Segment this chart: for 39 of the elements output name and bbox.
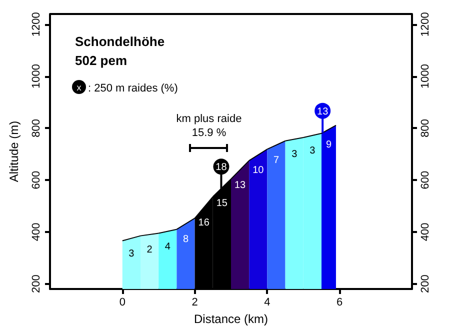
- y-axis-title: Altitude (m): [7, 120, 21, 182]
- y-tick-label: 200: [30, 274, 42, 293]
- annotation: 9: [326, 139, 332, 150]
- annotation: 15: [216, 198, 228, 209]
- y-tick-label: 800: [30, 118, 42, 138]
- x-axis-title: Distance (km): [194, 312, 268, 326]
- annotation: 7: [273, 155, 280, 166]
- x-tick-label: 2: [192, 296, 198, 308]
- x-tick-label: 4: [264, 296, 270, 308]
- x-tick-label: 0: [119, 296, 126, 308]
- y2-tick-label: 1200: [420, 12, 432, 37]
- y-tick-label: 1200: [30, 12, 42, 37]
- annotation: 13: [317, 106, 329, 118]
- y-tick-label: 600: [30, 170, 42, 190]
- x-tick-label: 6: [336, 296, 343, 308]
- annotation: 3: [128, 248, 135, 260]
- y2-tick-label: 400: [420, 222, 432, 242]
- text: 502 pem: [75, 53, 128, 68]
- annotation: 8: [182, 234, 189, 245]
- annotation: 4: [164, 241, 171, 252]
- annotation: 15.9 %: [192, 127, 226, 139]
- y2-tick-label: 600: [420, 170, 432, 190]
- annotation: 2: [146, 244, 153, 256]
- annotation: 3: [310, 145, 316, 156]
- y-tick-label: 1000: [30, 64, 42, 89]
- y2-tick-label: 800: [420, 118, 432, 138]
- text: Schondelhöhe: [75, 34, 165, 49]
- annotation: x: [76, 82, 82, 92]
- annotation: 18: [216, 162, 228, 174]
- annotation: 3: [292, 149, 298, 160]
- x-badge-icon: x: [72, 80, 86, 94]
- annotation: 16: [198, 217, 210, 228]
- annotation: 10: [252, 164, 264, 176]
- annotation: 13: [234, 180, 246, 191]
- y2-tick-label: 1000: [420, 64, 432, 89]
- y2-tick-label: 200: [420, 274, 432, 293]
- annotation: km plus raide: [176, 113, 242, 125]
- y-tick-label: 400: [30, 222, 42, 242]
- annotation: : 250 m raides (%): [88, 82, 178, 94]
